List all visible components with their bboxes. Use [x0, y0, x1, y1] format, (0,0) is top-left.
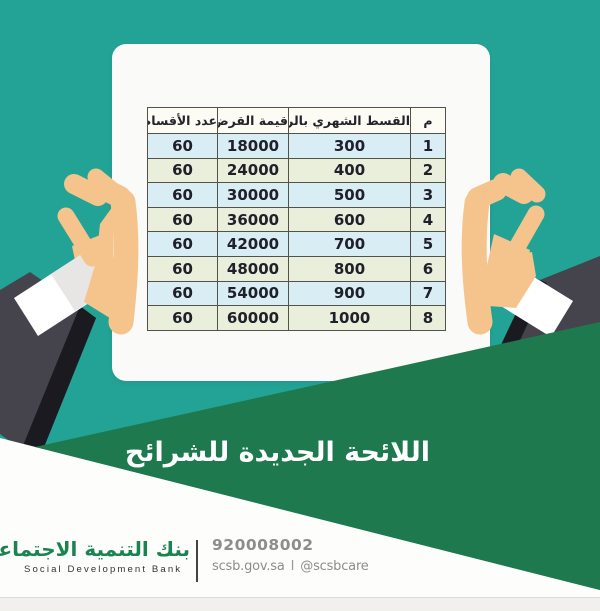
table-header-cell: عدد الأقساط	[147, 107, 218, 134]
table-cell: 60000	[217, 305, 289, 331]
table-cell: 60	[147, 255, 218, 282]
right-palm	[488, 252, 536, 308]
right-thumb	[503, 205, 545, 265]
table-cell: 600	[288, 206, 411, 233]
table-cell: 3	[410, 182, 446, 208]
poster-title: اللائحة الجديدة للشرائح	[124, 437, 430, 468]
right-suit-sleeve	[506, 256, 600, 362]
bottom-strip	[0, 597, 600, 611]
table-row: 5 700 42000 60	[147, 231, 446, 257]
phone-number: 920008002	[212, 536, 314, 554]
left-thumb	[57, 207, 101, 267]
table-cell: 60	[147, 157, 218, 184]
left-bent-finger-2	[87, 168, 121, 199]
table-cell: 800	[288, 255, 411, 282]
left-sleeve-black-stripe	[22, 306, 96, 462]
website-line: scsb.gov.sa I @scsbcare	[212, 559, 369, 574]
table-cell: 7	[410, 280, 446, 307]
social-handle: @scsbcare	[300, 559, 369, 574]
right-shirt-cuff	[483, 259, 573, 337]
table-header-cell: قيمة القرض	[217, 107, 289, 134]
table-cell: 24000	[217, 157, 289, 184]
logo-divider-line	[196, 540, 198, 582]
contact-info: 920008002 scsb.gov.sa I @scsbcare	[212, 536, 369, 574]
table-body: 1 300 18000 60 2 400 24000 60 3 500 30000 60 4 600 360…	[147, 133, 446, 331]
right-bent-finger-2	[510, 168, 546, 203]
table-cell: 6	[410, 255, 446, 282]
table-cell: 48000	[217, 255, 289, 282]
left-cuff-shade	[51, 250, 112, 311]
table-row: 4 600 36000 60	[147, 206, 446, 233]
right-sleeve-black-stripe	[499, 277, 547, 355]
table-cell: 300	[288, 133, 411, 159]
left-palm	[84, 206, 113, 320]
table-row: 3 500 30000 60	[147, 182, 446, 208]
table-cell: 4	[410, 206, 446, 233]
table-cell: 2	[410, 157, 446, 184]
table-row: 8 1000 60000 60	[147, 305, 446, 331]
table-cell: 60	[147, 231, 218, 257]
table-header-cell: م	[410, 107, 446, 134]
table-cell: 500	[288, 182, 411, 208]
table-cell: 60	[147, 206, 218, 233]
table-row: 1 300 18000 60	[147, 133, 446, 159]
right-bent-finger	[493, 173, 534, 204]
bank-logo-arabic: بنك التنمية الاجتماعية	[0, 537, 190, 561]
table-cell: 700	[288, 231, 411, 257]
left-shirt-cuff	[14, 250, 112, 336]
table-header-cell: القسط الشهري بالريال	[288, 107, 411, 134]
website-url: scsb.gov.sa	[212, 559, 285, 574]
table-cell: 1000	[288, 305, 411, 331]
table-cell: 42000	[217, 231, 289, 257]
table-cell: 8	[410, 305, 446, 331]
table-cell: 36000	[217, 206, 289, 233]
right-hand-illustration	[461, 168, 600, 362]
left-bent-finger	[64, 174, 108, 206]
table-row: 7 900 54000 60	[147, 280, 446, 307]
table-cell: 60	[147, 305, 218, 331]
table-cell: 1	[410, 133, 446, 159]
table-cell: 60	[147, 182, 218, 208]
bank-logo-english: Social Development Bank	[24, 564, 183, 575]
table-row: 2 400 24000 60	[147, 157, 446, 184]
table-cell: 900	[288, 280, 411, 307]
table-cell: 60	[147, 280, 218, 307]
table-row: 6 800 48000 60	[147, 255, 446, 282]
footer: بنك التنمية الاجتماعية Social Developmen…	[0, 530, 600, 598]
table-cell: 60	[147, 133, 218, 159]
separator: I	[290, 559, 295, 574]
table-cell: 30000	[217, 182, 289, 208]
table-cell: 54000	[217, 280, 289, 307]
table-cell: 5	[410, 231, 446, 257]
table-cell: 400	[288, 157, 411, 184]
left-suit-sleeve	[0, 272, 96, 462]
bank-logo: بنك التنمية الاجتماعية Social Developmen…	[0, 537, 190, 576]
table-cell: 18000	[217, 133, 289, 159]
left-hand-illustration	[0, 168, 139, 462]
